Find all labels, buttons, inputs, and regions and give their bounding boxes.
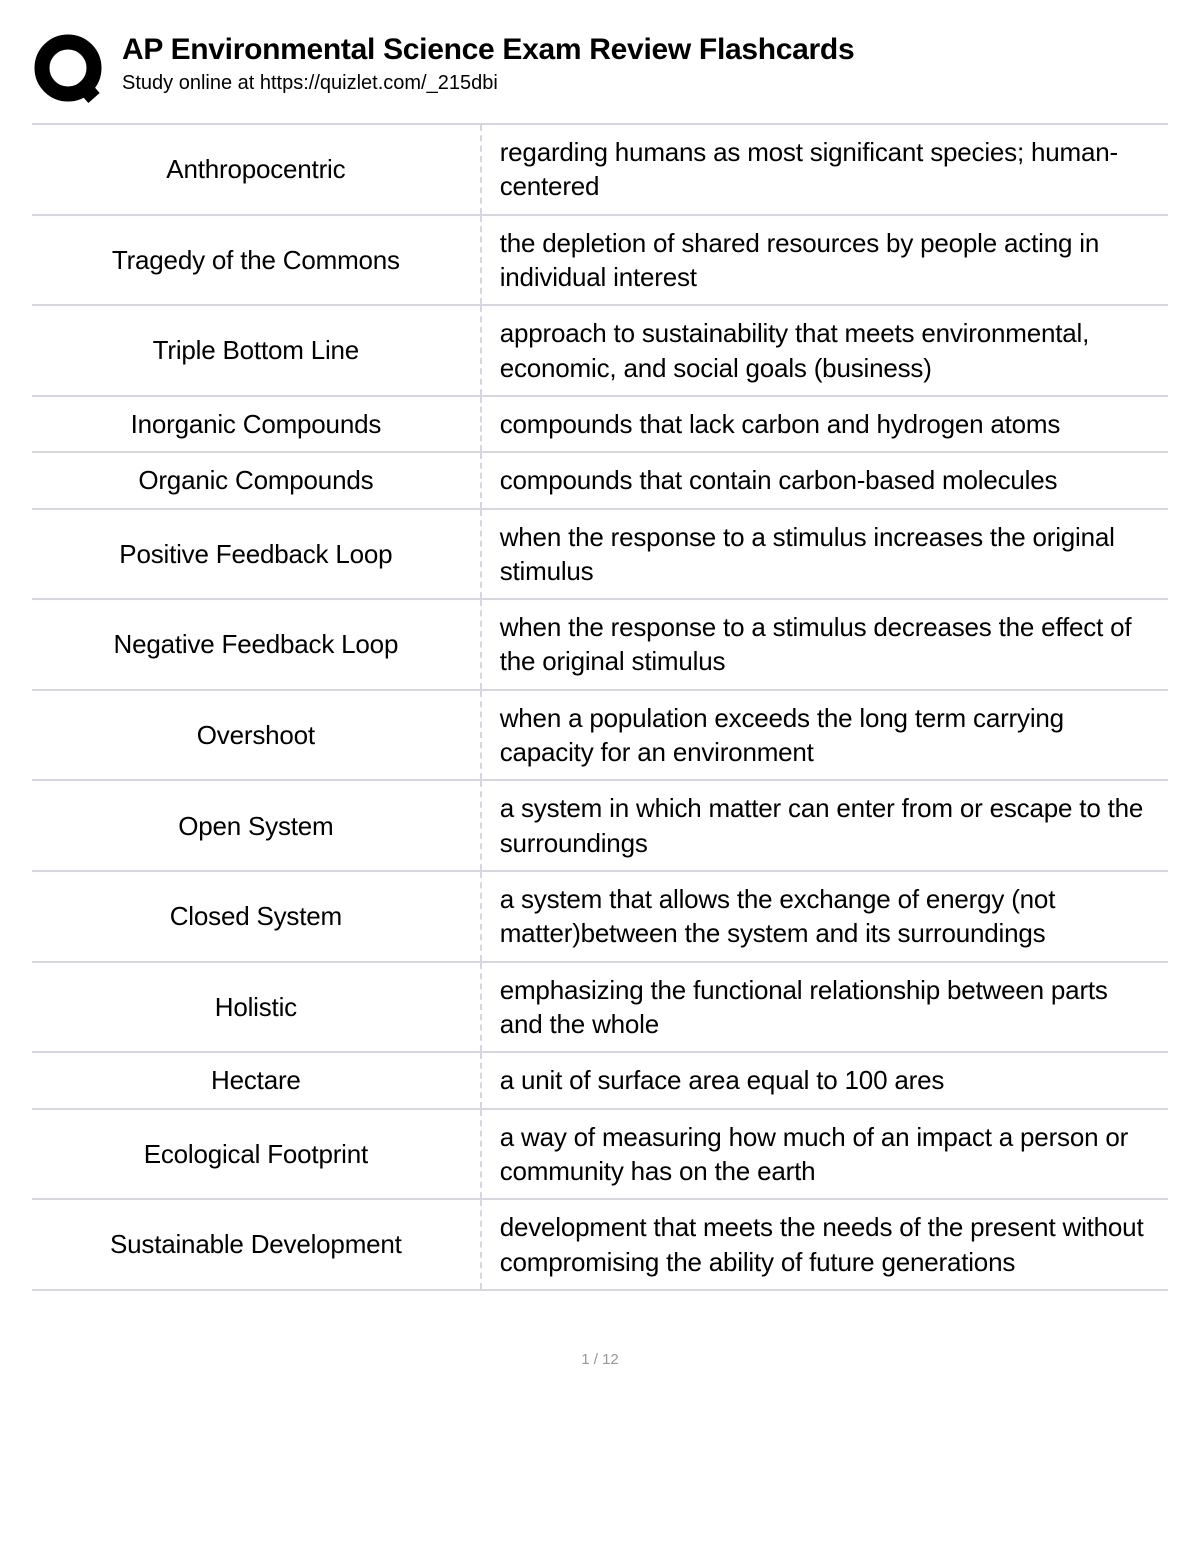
page-indicator: 1 / 12 <box>581 1351 619 1368</box>
term-cell: Tragedy of the Commons <box>32 215 481 306</box>
term-cell: Anthropocentric <box>32 124 481 215</box>
definition-cell: compounds that lack carbon and hydrogen … <box>481 396 1168 452</box>
definition-cell: when a population exceeds the long term … <box>481 690 1168 781</box>
term-cell: Positive Feedback Loop <box>32 509 481 600</box>
page-title: AP Environmental Science Exam Review Fla… <box>122 32 1168 68</box>
term-cell: Negative Feedback Loop <box>32 599 481 690</box>
definition-cell: a system in which matter can enter from … <box>481 780 1168 871</box>
definition-cell: a system that allows the exchange of ene… <box>481 871 1168 962</box>
table-row: Anthropocentricregarding humans as most … <box>32 124 1168 215</box>
table-row: Positive Feedback Loopwhen the response … <box>32 509 1168 600</box>
definition-cell: when the response to a stimulus decrease… <box>481 599 1168 690</box>
definition-cell: emphasizing the functional relationship … <box>481 962 1168 1053</box>
term-cell: Open System <box>32 780 481 871</box>
table-row: Negative Feedback Loopwhen the response … <box>32 599 1168 690</box>
table-row: Open Systema system in which matter can … <box>32 780 1168 871</box>
definition-cell: regarding humans as most significant spe… <box>481 124 1168 215</box>
term-cell: Organic Compounds <box>32 452 481 508</box>
table-row: Sustainable Developmentdevelopment that … <box>32 1199 1168 1290</box>
table-row: Holisticemphasizing the functional relat… <box>32 962 1168 1053</box>
definition-cell: a unit of surface area equal to 100 ares <box>481 1052 1168 1108</box>
term-cell: Ecological Footprint <box>32 1109 481 1200</box>
definition-cell: a way of measuring how much of an impact… <box>481 1109 1168 1200</box>
flashcards-table: Anthropocentricregarding humans as most … <box>32 123 1168 1291</box>
definition-cell: compounds that contain carbon-based mole… <box>481 452 1168 508</box>
table-row: Overshootwhen a population exceeds the l… <box>32 690 1168 781</box>
table-row: Hectarea unit of surface area equal to 1… <box>32 1052 1168 1108</box>
quizlet-logo-icon <box>32 34 104 111</box>
definition-cell: approach to sustainability that meets en… <box>481 305 1168 396</box>
page-footer: 1 / 12 <box>32 1351 1168 1368</box>
definition-cell: development that meets the needs of the … <box>481 1199 1168 1290</box>
term-cell: Inorganic Compounds <box>32 396 481 452</box>
header-text-block: AP Environmental Science Exam Review Fla… <box>122 32 1168 95</box>
term-cell: Sustainable Development <box>32 1199 481 1290</box>
table-row: Ecological Footprinta way of measuring h… <box>32 1109 1168 1200</box>
term-cell: Overshoot <box>32 690 481 781</box>
table-row: Triple Bottom Lineapproach to sustainabi… <box>32 305 1168 396</box>
study-link-text: Study online at https://quizlet.com/_215… <box>122 72 1168 95</box>
term-cell: Triple Bottom Line <box>32 305 481 396</box>
flashcards-tbody: Anthropocentricregarding humans as most … <box>32 124 1168 1290</box>
page-header: AP Environmental Science Exam Review Fla… <box>32 32 1168 111</box>
definition-cell: when the response to a stimulus increase… <box>481 509 1168 600</box>
term-cell: Hectare <box>32 1052 481 1108</box>
definition-cell: the depletion of shared resources by peo… <box>481 215 1168 306</box>
table-row: Organic Compoundscompounds that contain … <box>32 452 1168 508</box>
table-row: Tragedy of the Commonsthe depletion of s… <box>32 215 1168 306</box>
term-cell: Holistic <box>32 962 481 1053</box>
term-cell: Closed System <box>32 871 481 962</box>
table-row: Closed Systema system that allows the ex… <box>32 871 1168 962</box>
table-row: Inorganic Compoundscompounds that lack c… <box>32 396 1168 452</box>
